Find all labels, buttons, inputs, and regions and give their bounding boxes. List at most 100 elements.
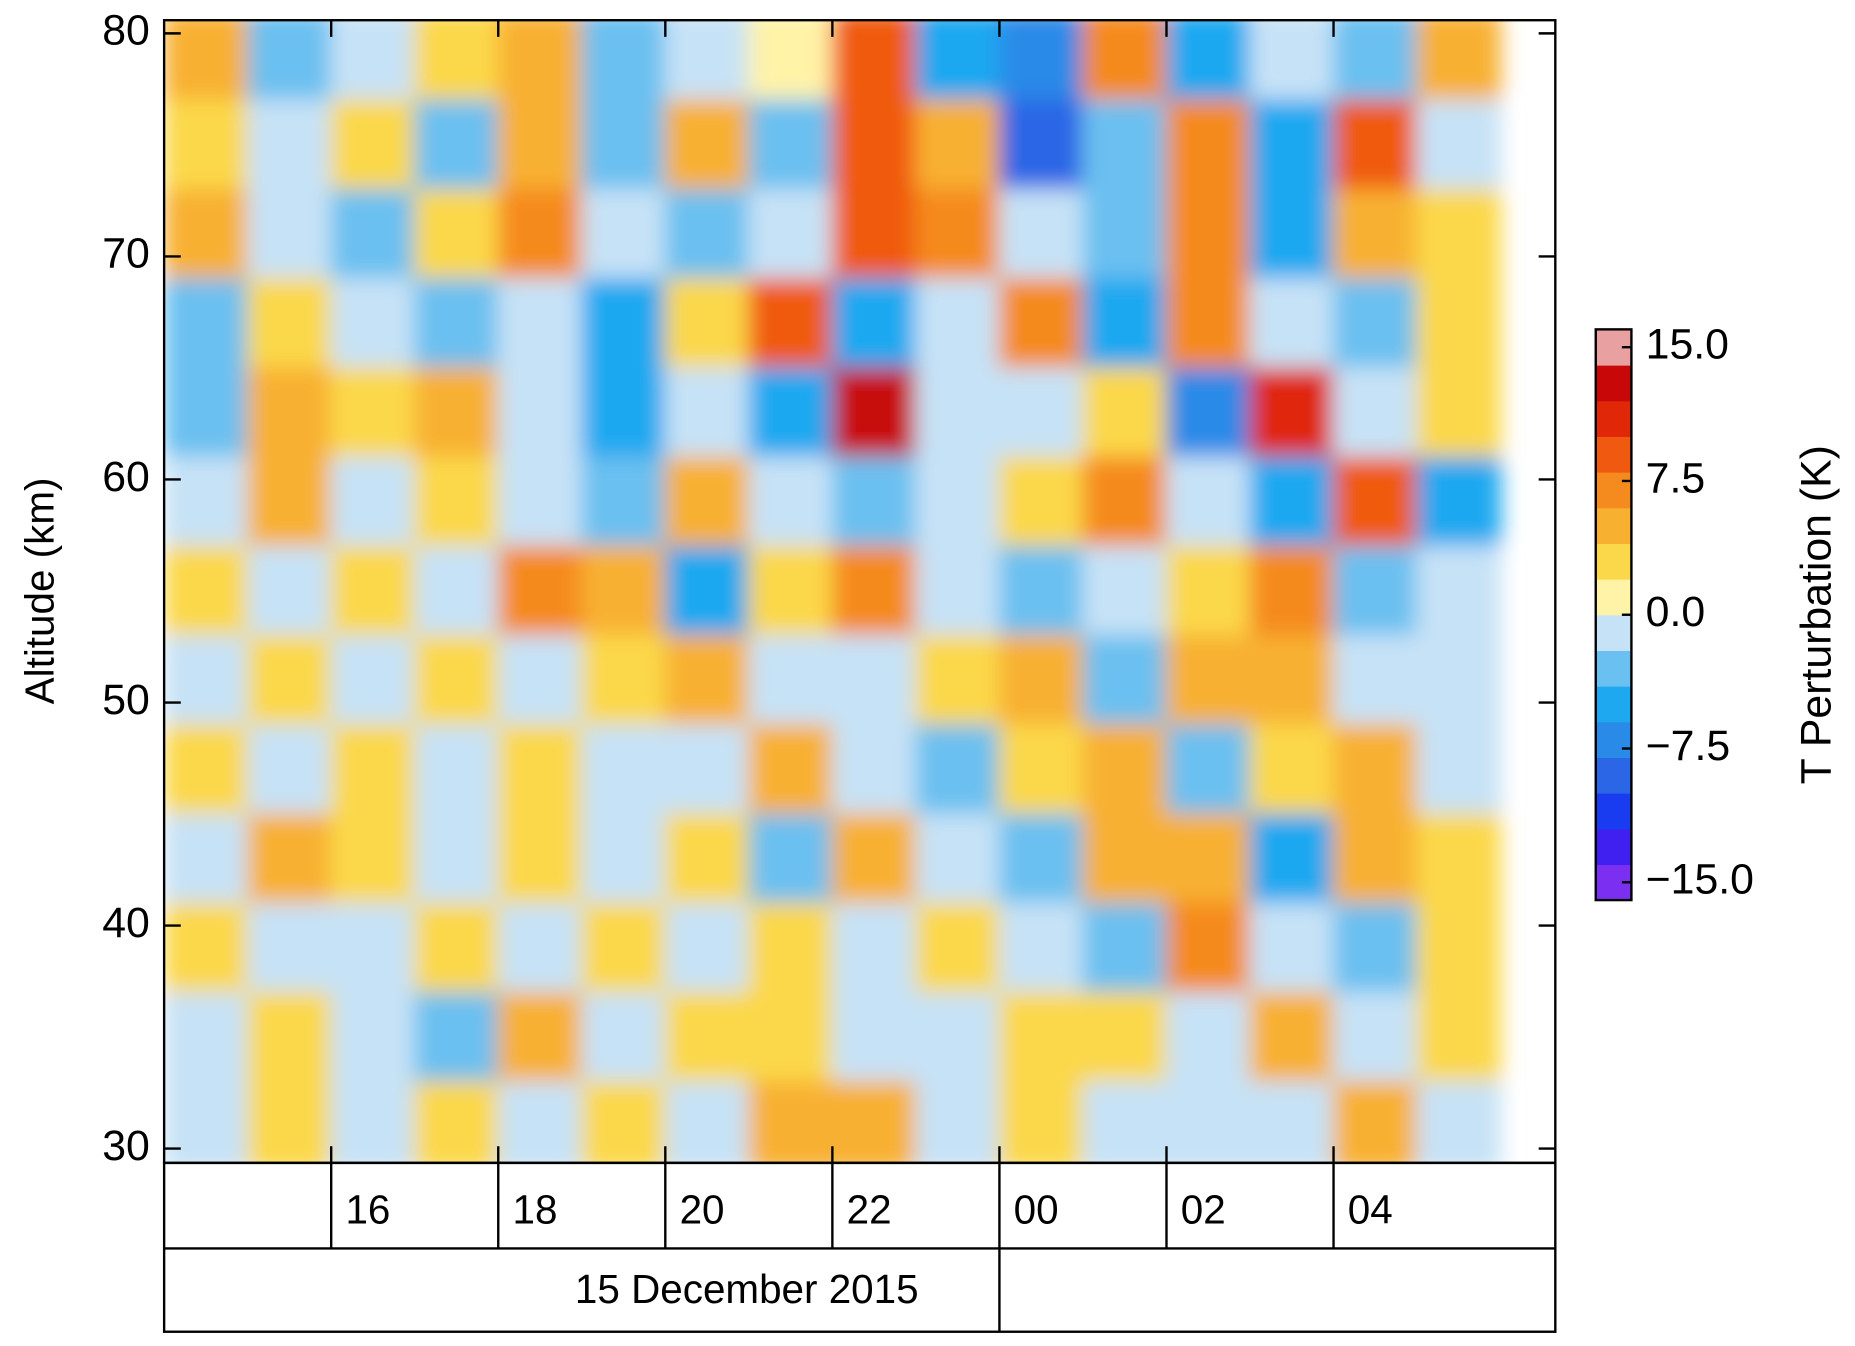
heatmap-cell bbox=[247, 1081, 332, 1163]
heatmap-cell bbox=[330, 367, 416, 458]
heatmap-cell bbox=[414, 367, 499, 458]
heatmap-cell bbox=[164, 813, 249, 904]
heatmap-cell bbox=[915, 902, 1001, 994]
heatmap-cell bbox=[330, 813, 416, 904]
heatmap-cell bbox=[581, 278, 666, 369]
heatmap-cell bbox=[581, 1081, 666, 1163]
heatmap-cell bbox=[1416, 278, 1502, 369]
heatmap-cell bbox=[1332, 635, 1418, 726]
heatmap-cell bbox=[748, 367, 833, 458]
heatmap-cell bbox=[748, 20, 833, 101]
x-tick-label: 18 bbox=[513, 1186, 558, 1232]
heatmap-cell bbox=[164, 99, 249, 191]
heatmap-cell bbox=[998, 367, 1084, 458]
heatmap-cell bbox=[831, 635, 917, 726]
heatmap-cell bbox=[664, 635, 750, 726]
heatmap-cell bbox=[748, 902, 833, 994]
heatmap-cell bbox=[748, 456, 833, 547]
x-tick-label: 00 bbox=[1014, 1186, 1059, 1232]
heatmap-cell bbox=[1165, 635, 1251, 726]
heatmap-cell bbox=[247, 813, 332, 904]
heatmap-cell bbox=[164, 456, 249, 547]
heatmap-cell bbox=[998, 902, 1084, 994]
heatmap-cell bbox=[1416, 456, 1502, 547]
heatmap-cell bbox=[1082, 278, 1168, 369]
heatmap-cell bbox=[1332, 545, 1418, 637]
heatmap-cell bbox=[915, 278, 1001, 369]
heatmap-cell bbox=[748, 991, 833, 1083]
heatmap-cell bbox=[1249, 99, 1335, 191]
heatmap-cell bbox=[1165, 188, 1251, 280]
heatmap-cell bbox=[1249, 902, 1335, 994]
heatmap-cell bbox=[831, 1081, 917, 1163]
heatmap-cell bbox=[1416, 99, 1502, 191]
heatmap-cell bbox=[1416, 902, 1502, 994]
heatmap-cell bbox=[1249, 20, 1335, 101]
heatmap-cell bbox=[414, 635, 499, 726]
y-axis-title: Altitude (km) bbox=[17, 478, 63, 705]
heatmap-cell bbox=[497, 188, 583, 280]
heatmap-cell bbox=[497, 20, 583, 101]
heatmap-cell bbox=[1249, 635, 1335, 726]
heatmap-cell bbox=[247, 902, 332, 994]
heatmap-cell bbox=[330, 902, 416, 994]
heatmap-cell bbox=[1165, 813, 1251, 904]
heatmap-cell bbox=[915, 20, 1001, 101]
heatmap-cell bbox=[1082, 367, 1168, 458]
heatmap-cell bbox=[164, 991, 249, 1083]
heatmap-cell bbox=[1082, 902, 1168, 994]
colorbar-swatch bbox=[1595, 793, 1632, 830]
heatmap-cell bbox=[497, 99, 583, 191]
colorbar-swatch bbox=[1595, 579, 1632, 616]
heatmap-cell bbox=[831, 902, 917, 994]
heatmap-cell bbox=[998, 813, 1084, 904]
heatmap-cell bbox=[915, 456, 1001, 547]
heatmap-cell bbox=[831, 188, 917, 280]
heatmap-cell bbox=[1416, 20, 1502, 101]
heatmap-cell bbox=[497, 813, 583, 904]
heatmap-cell bbox=[581, 456, 666, 547]
heatmap-cell bbox=[1249, 367, 1335, 458]
heatmap-cell bbox=[1416, 545, 1502, 637]
heatmap-cell bbox=[414, 456, 499, 547]
heatmap-cells bbox=[164, 20, 1502, 1163]
heatmap-cell bbox=[831, 724, 917, 815]
colorbar-tick-label: 0.0 bbox=[1646, 588, 1706, 636]
heatmap-cell bbox=[664, 902, 750, 994]
colorbar-swatch bbox=[1595, 757, 1632, 794]
y-tick-label: 60 bbox=[102, 453, 150, 501]
heatmap-cell bbox=[664, 20, 750, 101]
heatmap-cell bbox=[414, 545, 499, 637]
heatmap-cell bbox=[581, 813, 666, 904]
heatmap-cell bbox=[1416, 991, 1502, 1083]
heatmap-cell bbox=[330, 991, 416, 1083]
heatmap-cell bbox=[330, 545, 416, 637]
heatmap-cell bbox=[1416, 188, 1502, 280]
heatmap-cell bbox=[581, 99, 666, 191]
heatmap-cell bbox=[414, 813, 499, 904]
heatmap-cell bbox=[748, 545, 833, 637]
heatmap-cell bbox=[414, 188, 499, 280]
y-tick-label: 70 bbox=[102, 230, 150, 278]
colorbar-swatch bbox=[1595, 543, 1632, 580]
heatmap-cell bbox=[664, 278, 750, 369]
heatmap-cell bbox=[497, 902, 583, 994]
x-tick-label: 20 bbox=[680, 1186, 725, 1232]
heatmap-cell bbox=[247, 367, 332, 458]
y-tick-label: 40 bbox=[102, 899, 150, 947]
heatmap-cell bbox=[1165, 99, 1251, 191]
heatmap-cell bbox=[581, 902, 666, 994]
heatmap-cell bbox=[247, 724, 332, 815]
heatmap-cell bbox=[497, 278, 583, 369]
heatmap-cell bbox=[1249, 1081, 1335, 1163]
heatmap-cell bbox=[915, 1081, 1001, 1163]
heatmap-cell bbox=[998, 635, 1084, 726]
x-tick-label: 04 bbox=[1348, 1186, 1393, 1232]
heatmap-cell bbox=[1082, 991, 1168, 1083]
heatmap-cell bbox=[915, 545, 1001, 637]
heatmap-cell bbox=[164, 545, 249, 637]
colorbar-swatch bbox=[1595, 828, 1632, 866]
y-tick-label: 50 bbox=[102, 676, 150, 724]
heatmap-cell bbox=[330, 20, 416, 101]
